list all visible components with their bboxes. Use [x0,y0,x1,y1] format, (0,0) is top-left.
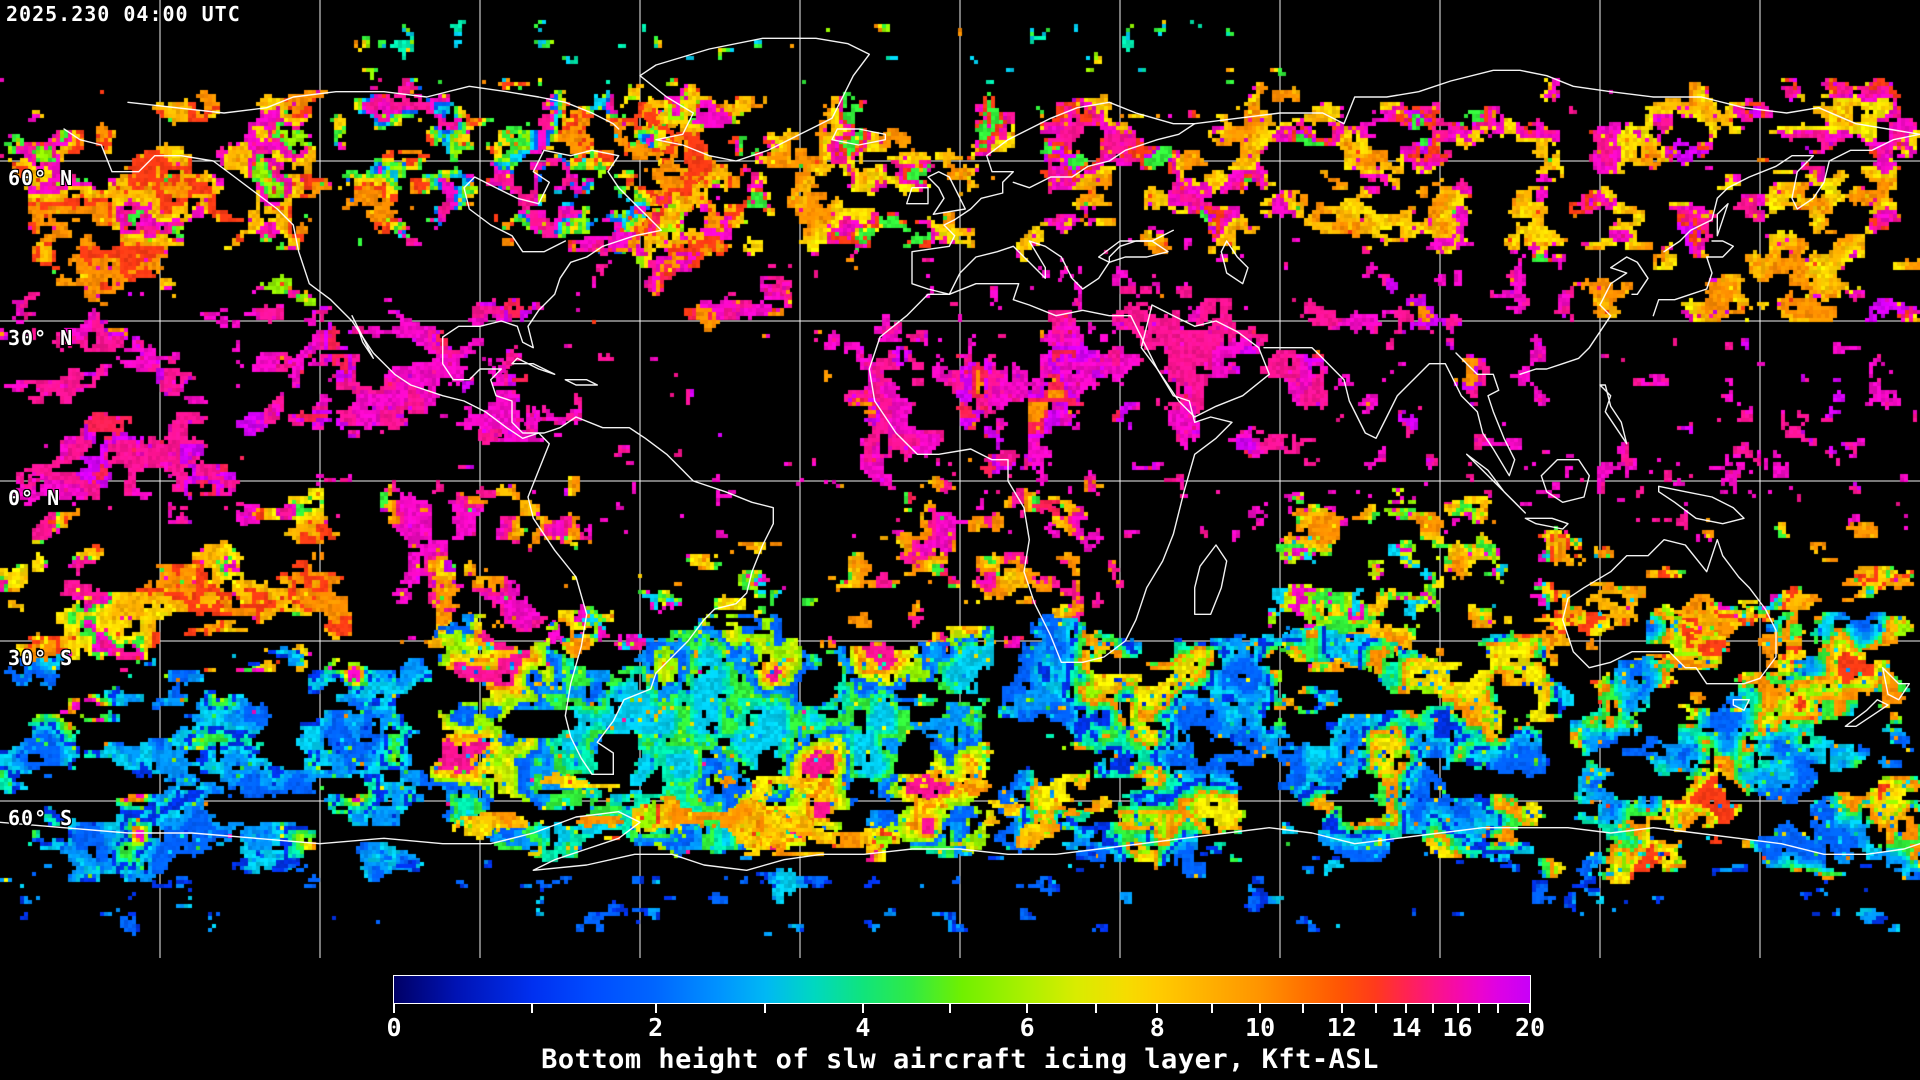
colorbar-tick-label: 14 [1391,1013,1422,1042]
colorbar-tick [1456,1004,1459,1013]
coastline-overlay [0,37,1920,871]
coastline [1599,384,1628,445]
colorbar-tick [1095,1004,1098,1013]
colorbar-tick-label: 16 [1442,1013,1473,1042]
colorbar-tick-label: 12 [1326,1013,1357,1042]
coastline [1663,133,1920,253]
coastline [639,37,870,162]
colorbar-tick [1405,1004,1408,1013]
coastline [1263,347,1516,477]
colorbar-tick [1259,1004,1262,1013]
colorbar-tick [948,1004,951,1013]
colorbar-tick [1156,1004,1159,1013]
coastline [0,811,1920,871]
colorbar-tick [1432,1004,1435,1013]
latitude-label: 0° N [8,486,61,510]
colorbar-tick [1302,1004,1305,1013]
icing-data-canvas [0,0,1920,962]
latitude-label: 60° N [8,166,74,190]
coastline [1732,699,1751,711]
legend-caption: Bottom height of slw aircraft icing laye… [541,1044,1379,1075]
colorbar-tick-label: 20 [1514,1013,1546,1042]
latitude-labels: 60° N 30° N 0° N 30° S 60° S [0,0,120,962]
colorbar-tick-label: 0 [386,1013,402,1042]
coastline [564,379,598,386]
coastline [831,128,886,146]
coastline [1220,240,1249,285]
coastline [1193,544,1228,615]
coastline [906,186,929,205]
coastline [1881,667,1911,701]
colorbar-tick [531,1004,534,1013]
latitude-label: 60° S [8,805,74,830]
colorbar-gradient [393,975,1531,1004]
timestamp-label: 2025.230 04:00 UTC [6,2,241,26]
colorbar-tick-label: 4 [855,1013,871,1042]
colorbar-tick-labels: 0 2 4 6 8 10 12 14 16 20 [386,1013,1545,1042]
colorbar-tick [1340,1004,1343,1013]
colorbar-tick [1210,1004,1213,1013]
coastline [1716,202,1729,237]
colorbar-tick [393,1004,395,1013]
latitude-label: 30° N [8,326,74,350]
coastline [1465,453,1527,514]
colorbar-tick [1529,1004,1531,1013]
colorbar-tick [1497,1004,1500,1013]
coastline [1108,240,1169,263]
colorbar-tick-label: 8 [1149,1013,1165,1042]
coastline [351,315,374,359]
colorbar-tick [764,1004,767,1013]
coastline [948,229,1175,295]
colorbar-ticks [393,1004,1531,1015]
coastline [1844,699,1889,727]
colorbar-tick [1374,1004,1377,1013]
coastline [511,357,556,375]
colorbar-tick [1477,1004,1480,1013]
colorbar-tick-label: 10 [1245,1013,1276,1042]
colorbar-tick [1026,1004,1029,1013]
coastline [1193,69,1920,136]
coastline [1519,256,1649,375]
coastline [1140,304,1271,418]
coastline [1524,517,1569,530]
colorbar-tick-label: 6 [1019,1013,1035,1042]
colorbar-tick [861,1004,864,1013]
coastline [63,128,614,775]
colorbar-tick-label: 2 [648,1013,664,1042]
coastline [1561,539,1777,685]
coastline [1652,240,1735,317]
coastline [127,85,620,130]
coastline [927,170,966,216]
coastline [911,218,956,295]
coastline [954,101,1196,221]
coastline [868,283,1233,663]
coastline [442,149,774,775]
colorbar-tick [654,1004,657,1013]
coastline [1540,459,1591,503]
latitude-label: 30° S [8,645,74,670]
coastline [1657,485,1745,525]
